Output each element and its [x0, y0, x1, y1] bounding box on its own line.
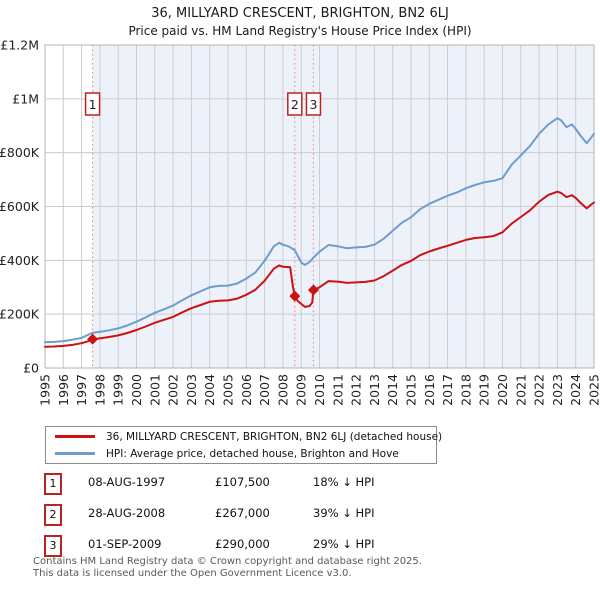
- svg-text:2018: 2018: [458, 374, 473, 406]
- svg-text:3: 3: [309, 97, 317, 112]
- sale-vs-hpi: 18% ↓ HPI: [313, 475, 375, 489]
- svg-text:1996: 1996: [56, 374, 71, 406]
- sale-date: 01-SEP-2009: [88, 537, 162, 551]
- sale-date: 08-AUG-1997: [88, 475, 166, 489]
- svg-text:2: 2: [291, 97, 299, 112]
- svg-text:2014: 2014: [385, 374, 400, 406]
- svg-text:2003: 2003: [184, 374, 199, 406]
- chart-subtitle: Price paid vs. HM Land Registry's House …: [128, 24, 472, 38]
- sale-number-badge: 1: [44, 473, 62, 495]
- sale-date: 28-AUG-2008: [88, 506, 166, 520]
- svg-text:2025: 2025: [587, 374, 600, 406]
- sale-price: £290,000: [215, 537, 270, 551]
- sale-row-3: 3 01-SEP-2009 £290,000 29% ↓ HPI: [44, 535, 564, 557]
- svg-text:2002: 2002: [166, 374, 181, 406]
- svg-text:1997: 1997: [74, 374, 89, 406]
- sale-number-badge: 3: [44, 535, 62, 557]
- svg-text:2021: 2021: [513, 374, 528, 406]
- legend-label-hpi: HPI: Average price, detached house, Brig…: [106, 447, 399, 460]
- svg-text:2009: 2009: [294, 374, 309, 406]
- legend-item-hpi: HPI: Average price, detached house, Brig…: [46, 447, 436, 461]
- svg-text:2001: 2001: [147, 374, 162, 406]
- sale-row-1: 1 08-AUG-1997 £107,500 18% ↓ HPI: [44, 473, 564, 495]
- svg-text:£600K: £600K: [0, 199, 40, 214]
- svg-text:£0: £0: [23, 361, 39, 376]
- price-chart: 1 2 3 £0 £200K £400K £600K £800K £1M £1.2M 1995 199…: [0, 38, 600, 420]
- svg-text:2006: 2006: [239, 374, 254, 406]
- svg-text:1995: 1995: [38, 374, 53, 406]
- svg-text:2013: 2013: [367, 374, 382, 406]
- svg-text:2004: 2004: [202, 374, 217, 406]
- chart-legend: 36, MILLYARD CRESCENT, BRIGHTON, BN2 6LJ…: [45, 426, 442, 464]
- sale-number-badge: 2: [44, 504, 62, 526]
- svg-text:2010: 2010: [312, 374, 327, 406]
- sale-price: £267,000: [215, 506, 270, 520]
- svg-text:2015: 2015: [404, 374, 419, 406]
- blue-line-swatch: [55, 452, 95, 455]
- svg-text:2007: 2007: [257, 374, 272, 406]
- svg-text:2023: 2023: [550, 374, 565, 406]
- sale-row-2: 2 28-AUG-2008 £267,000 39% ↓ HPI: [44, 504, 564, 526]
- legend-item-property: 36, MILLYARD CRESCENT, BRIGHTON, BN2 6LJ…: [46, 430, 442, 444]
- license-note: Contains HM Land Registry data © Crown c…: [33, 556, 593, 579]
- svg-text:£1M: £1M: [12, 91, 39, 106]
- svg-text:2008: 2008: [275, 374, 290, 406]
- license-line-1: Contains HM Land Registry data © Crown c…: [33, 556, 422, 567]
- svg-text:2017: 2017: [440, 374, 455, 406]
- svg-text:2011: 2011: [330, 374, 345, 406]
- red-line-swatch: [55, 435, 95, 438]
- license-line-2: This data is licensed under the Open Gov…: [33, 567, 352, 579]
- svg-text:2024: 2024: [568, 374, 583, 406]
- sale-price: £107,500: [215, 475, 270, 489]
- svg-text:1999: 1999: [111, 374, 126, 406]
- svg-text:2005: 2005: [221, 374, 236, 406]
- svg-text:1: 1: [89, 97, 97, 112]
- svg-text:2019: 2019: [477, 374, 492, 406]
- svg-text:2022: 2022: [532, 374, 547, 406]
- svg-text:£200K: £200K: [0, 307, 40, 322]
- svg-text:1998: 1998: [92, 374, 107, 406]
- svg-text:2012: 2012: [349, 374, 364, 406]
- svg-text:2016: 2016: [422, 374, 437, 406]
- sale-vs-hpi: 39% ↓ HPI: [313, 506, 375, 520]
- sale-vs-hpi: 29% ↓ HPI: [313, 537, 375, 551]
- svg-text:£1.2M: £1.2M: [0, 38, 39, 53]
- legend-label-property: 36, MILLYARD CRESCENT, BRIGHTON, BN2 6LJ…: [106, 430, 443, 443]
- svg-text:2020: 2020: [495, 374, 510, 406]
- svg-text:2000: 2000: [129, 374, 144, 406]
- svg-text:£800K: £800K: [0, 145, 40, 160]
- chart-title: 36, MILLYARD CRESCENT, BRIGHTON, BN2 6LJ: [151, 6, 449, 21]
- svg-text:£400K: £400K: [0, 253, 40, 268]
